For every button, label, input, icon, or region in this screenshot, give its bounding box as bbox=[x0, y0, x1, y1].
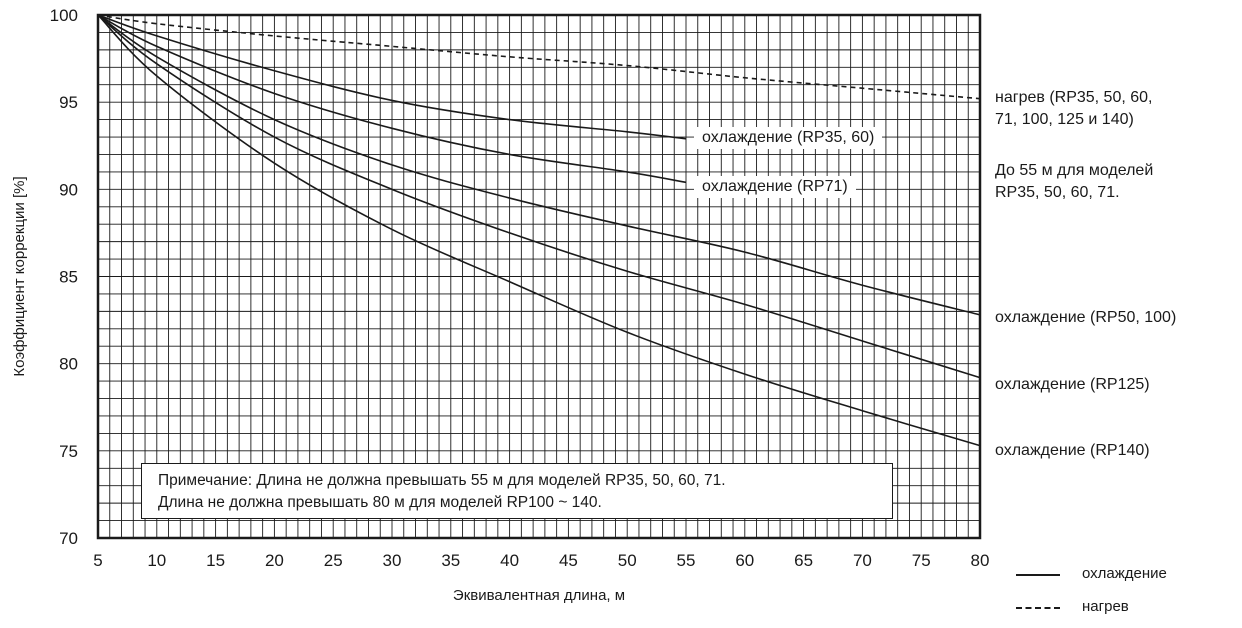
x-tick-label: 20 bbox=[265, 551, 284, 570]
y-axis-label: Коэффициент коррекции [%] bbox=[11, 176, 28, 376]
x-tick-label: 65 bbox=[794, 551, 813, 570]
legend-solid-swatch bbox=[1016, 574, 1060, 576]
x-tick-label: 40 bbox=[500, 551, 519, 570]
legend-cooling-label: охлаждение bbox=[1082, 565, 1167, 582]
tick-labels: 5 10 15 20 25 30 35 40 45 50 55 60 65 70 75 80 70 75 80 85 9… bbox=[50, 6, 990, 570]
label-length-limit: До 55 м для моделей RP35, 50, 60, 71. bbox=[995, 160, 1153, 204]
y-tick-label: 95 bbox=[59, 93, 78, 112]
label-cooling-rp125: охлаждение (RP125) bbox=[995, 376, 1150, 393]
label-length-limit-line1: До 55 м для моделей bbox=[995, 162, 1154, 179]
y-tick-label: 80 bbox=[59, 355, 78, 374]
label-cooling-rp140: охлаждение (RP140) bbox=[995, 442, 1150, 459]
label-heating-line1: нагрев (RP35, 50, 60, bbox=[995, 89, 1153, 106]
x-tick-label: 50 bbox=[618, 551, 637, 570]
x-tick-label: 10 bbox=[147, 551, 166, 570]
x-tick-label: 70 bbox=[853, 551, 872, 570]
y-tick-label: 70 bbox=[59, 529, 78, 548]
label-cooling-rp71: охлаждение (RP71) bbox=[694, 176, 856, 198]
x-tick-label: 60 bbox=[735, 551, 754, 570]
label-heating: нагрев (RP35, 50, 60, 71, 100, 125 и 140… bbox=[995, 87, 1152, 131]
legend-dashed-swatch bbox=[1016, 607, 1060, 609]
x-tick-label: 30 bbox=[383, 551, 402, 570]
series-line-6 bbox=[97, 14, 981, 447]
x-tick-label: 35 bbox=[441, 551, 460, 570]
label-heating-line2: 71, 100, 125 и 140) bbox=[995, 111, 1134, 128]
x-tick-label: 25 bbox=[324, 551, 343, 570]
y-tick-label: 90 bbox=[59, 180, 78, 199]
y-tick-label: 100 bbox=[50, 6, 78, 25]
series-line-4 bbox=[97, 14, 981, 316]
chart-series bbox=[97, 14, 981, 447]
label-cooling-rp35-60: охлаждение (RP35, 60) bbox=[694, 127, 883, 149]
note-box: Примечание: Длина не должна превышать 55… bbox=[141, 463, 893, 519]
label-length-limit-line2: RP35, 50, 60, 71. bbox=[995, 184, 1120, 201]
series-line-2 bbox=[97, 14, 687, 140]
chart-grid bbox=[98, 15, 980, 538]
series-line-1 bbox=[97, 14, 981, 100]
y-tick-label: 85 bbox=[59, 268, 78, 287]
note-line-1: Примечание: Длина не должна превышать 55… bbox=[158, 472, 726, 489]
legend-heating-label: нагрев bbox=[1082, 598, 1129, 615]
label-cooling-rp50-100: охлаждение (RP50, 100) bbox=[995, 309, 1177, 326]
note-line-2: Длина не должна превышать 80 м для модел… bbox=[158, 494, 602, 511]
x-tick-label: 55 bbox=[677, 551, 696, 570]
x-tick-label: 5 bbox=[93, 551, 102, 570]
x-tick-label: 75 bbox=[912, 551, 931, 570]
x-axis-label: Эквивалентная длина, м bbox=[453, 587, 625, 604]
plot-frame bbox=[96, 13, 982, 540]
series-line-5 bbox=[97, 14, 981, 379]
series-line-3 bbox=[97, 14, 687, 184]
x-tick-label: 15 bbox=[206, 551, 225, 570]
x-tick-label: 80 bbox=[971, 551, 990, 570]
y-tick-label: 75 bbox=[59, 442, 78, 461]
x-tick-label: 45 bbox=[559, 551, 578, 570]
